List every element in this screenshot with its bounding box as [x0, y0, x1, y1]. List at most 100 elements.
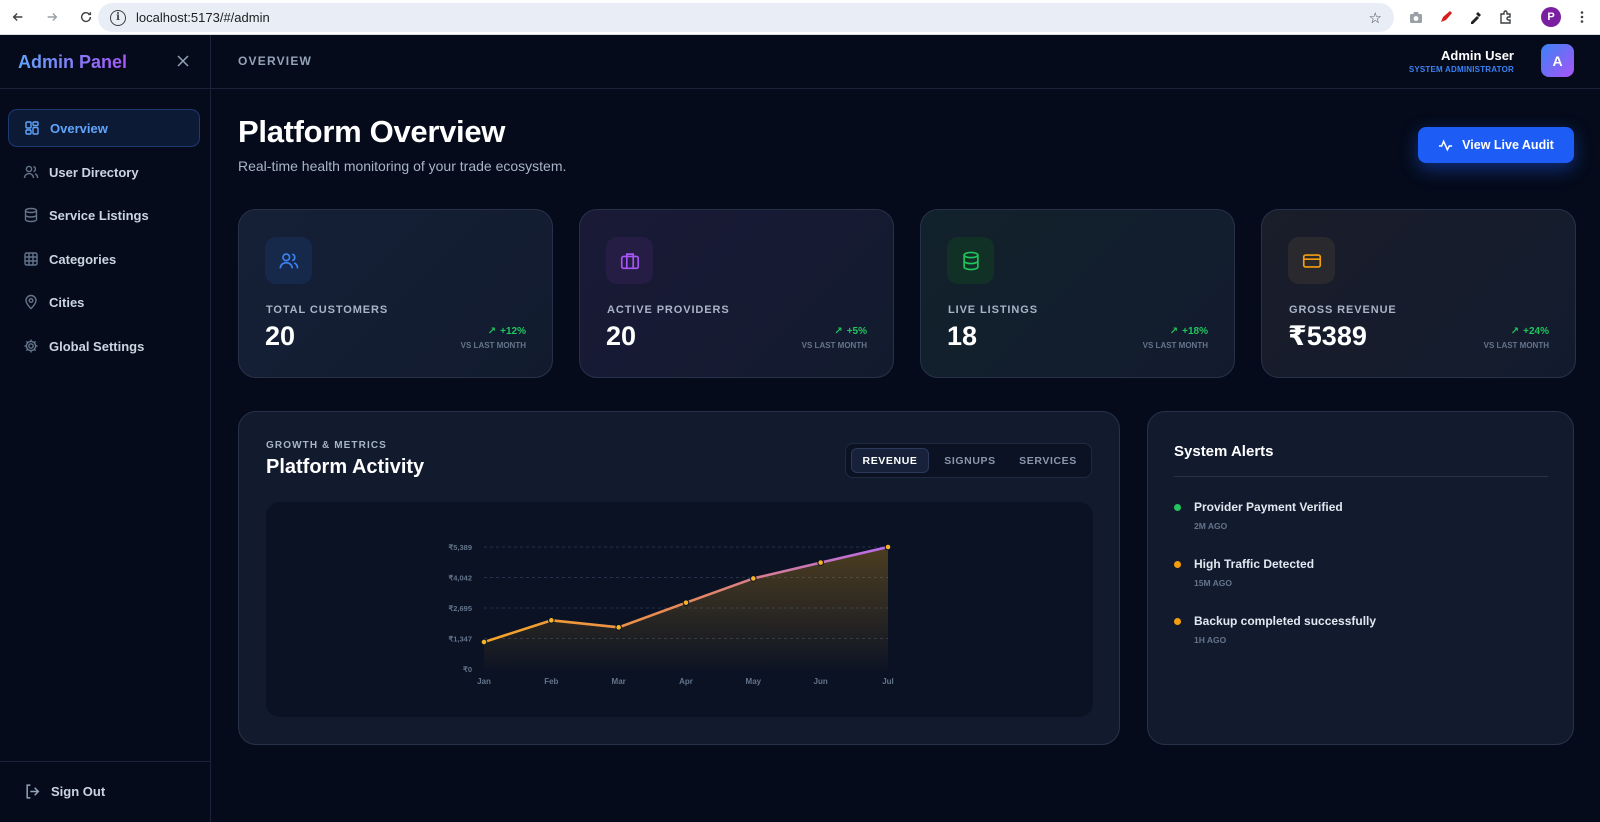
sidebar: Admin Panel Overview User Directory Serv… [0, 35, 211, 822]
sign-out-icon [26, 784, 40, 799]
trend-up-icon: ↗ [487, 326, 497, 337]
x-tick-label: Mar [612, 677, 626, 686]
activity-eyebrow: GROWTH & METRICS [266, 440, 387, 451]
browser-profile-avatar[interactable]: P [1541, 7, 1561, 27]
sidebar-item-categories[interactable]: Categories [8, 240, 200, 278]
pen-extension-icon[interactable] [1435, 6, 1457, 28]
stat-value: ₹5389 [1288, 321, 1367, 351]
stat-card-active-providers: ACTIVE PROVIDERS 20 ↗ +5% VS LAST MONTH [579, 209, 894, 378]
sidebar-item-service-listings[interactable]: Service Listings [8, 196, 200, 234]
back-icon[interactable] [6, 5, 30, 29]
sidebar-item-label: User Directory [49, 164, 139, 180]
alert-message: Provider Payment Verified [1194, 500, 1343, 514]
data-point [750, 575, 757, 582]
data-point [817, 559, 824, 566]
tab-revenue[interactable]: REVENUE [851, 448, 929, 473]
x-tick-label: Jun [814, 677, 828, 686]
stat-delta: ↗ +24% [1510, 326, 1549, 337]
grid-icon [23, 120, 40, 137]
stat-comparison: VS LAST MONTH [1142, 341, 1208, 350]
data-point [548, 617, 555, 624]
alert-status-dot [1174, 504, 1181, 511]
x-tick-label: May [746, 677, 762, 686]
sidebar-item-label: Service Listings [49, 207, 149, 223]
tab-services[interactable]: SERVICES [1019, 454, 1077, 467]
camera-icon[interactable] [1405, 6, 1427, 28]
credit-card-icon [1288, 237, 1335, 284]
x-tick-label: Apr [679, 677, 693, 686]
top-bar: OVERVIEW Admin User SYSTEM ADMINISTRATOR… [211, 35, 1600, 89]
users-icon [265, 237, 312, 284]
trend-up-icon: ↗ [1510, 326, 1520, 337]
page-subtitle: Real-time health monitoring of your trad… [238, 158, 567, 174]
avatar[interactable]: A [1541, 44, 1574, 77]
url-text: localhost:5173/#/admin [136, 10, 270, 25]
data-point [480, 638, 488, 646]
activity-icon [1439, 138, 1453, 151]
sidebar-divider [0, 88, 210, 89]
sidebar-item-label: Categories [49, 251, 117, 267]
alert-time: 15M AGO [1194, 578, 1232, 588]
bookmark-star-icon[interactable]: ☆ [1368, 10, 1382, 27]
stat-value: 20 [265, 321, 296, 351]
stat-label: LIVE LISTINGS [948, 304, 1038, 316]
sign-out-button[interactable]: Sign Out [24, 783, 105, 800]
alert-status-dot [1174, 618, 1181, 625]
brand-logo[interactable]: Admin Panel [18, 52, 128, 72]
extensions-puzzle-icon[interactable] [1495, 6, 1517, 28]
platform-activity-panel: GROWTH & METRICS Platform Activity REVEN… [238, 411, 1120, 745]
audit-button-label: View Live Audit [1462, 138, 1554, 152]
area-fill [484, 547, 888, 669]
data-point [682, 599, 690, 606]
stat-comparison: VS LAST MONTH [460, 341, 526, 350]
trend-up-icon: ↗ [1169, 326, 1179, 337]
stat-value: 18 [947, 321, 978, 351]
site-info-icon[interactable]: i [110, 9, 126, 26]
alert-time: 1H AGO [1194, 635, 1227, 645]
sidebar-item-overview[interactable]: Overview [8, 109, 200, 147]
y-tick-label: ₹0 [463, 665, 472, 674]
x-tick-label: Jul [882, 677, 894, 686]
browser-menu-icon[interactable] [1571, 6, 1593, 28]
table-icon [22, 251, 39, 268]
stat-card-total-customers: TOTAL CUSTOMERS 20 ↗ +12% VS LAST MONTH [238, 209, 553, 378]
sidebar-item-label: Overview [50, 120, 108, 136]
data-point [615, 624, 622, 631]
sidebar-item-cities[interactable]: Cities [8, 283, 200, 321]
stat-value: 20 [606, 321, 637, 351]
stat-delta: ↗ +5% [834, 326, 867, 337]
stat-card-gross-revenue: GROSS REVENUE ₹5389 ↗ +24% VS LAST MONTH [1261, 209, 1576, 378]
sidebar-item-label: Global Settings [49, 338, 145, 354]
y-tick-label: ₹2,695 [448, 604, 472, 613]
eyedropper-icon[interactable] [1465, 6, 1487, 28]
briefcase-icon [606, 237, 653, 284]
alert-message: High Traffic Detected [1194, 557, 1315, 571]
user-role: SYSTEM ADMINISTRATOR [1408, 65, 1514, 74]
gear-icon [22, 338, 39, 355]
view-live-audit-button[interactable]: View Live Audit [1418, 127, 1574, 163]
sidebar-item-global-settings[interactable]: Global Settings [8, 327, 200, 365]
breadcrumb: OVERVIEW [238, 54, 313, 68]
x-tick-label: Feb [544, 677, 558, 686]
stat-card-live-listings: LIVE LISTINGS 18 ↗ +18% VS LAST MONTH [920, 209, 1235, 378]
activity-chart: ₹0 ₹1,347 ₹2,695 ₹4,042 ₹5,389 Jan Feb Mar Apr Ma… [266, 502, 1093, 717]
x-tick-label: Jan [477, 677, 491, 686]
alerts-title: System Alerts [1174, 443, 1274, 460]
alert-status-dot [1174, 561, 1181, 568]
forward-icon[interactable] [40, 5, 64, 29]
y-tick-label: ₹1,347 [448, 635, 472, 644]
sidebar-item-user-directory[interactable]: User Directory [8, 153, 200, 191]
activity-title: Platform Activity [266, 456, 425, 478]
tab-signups[interactable]: SIGNUPS [944, 454, 996, 467]
close-sidebar-icon[interactable] [175, 53, 191, 69]
stat-label: GROSS REVENUE [1289, 304, 1397, 316]
address-bar[interactable]: i localhost:5173/#/admin ☆ [98, 3, 1394, 32]
system-alerts-panel: System Alerts Provider Payment Verified … [1147, 411, 1574, 745]
stat-label: ACTIVE PROVIDERS [607, 304, 730, 316]
metric-tabs: REVENUE SIGNUPS SERVICES [845, 443, 1092, 478]
alert-message: Backup completed successfully [1194, 614, 1377, 628]
y-tick-label: ₹5,389 [448, 543, 472, 552]
reload-icon[interactable] [74, 5, 98, 29]
sidebar-item-label: Cities [49, 294, 85, 310]
users-icon [22, 164, 39, 181]
